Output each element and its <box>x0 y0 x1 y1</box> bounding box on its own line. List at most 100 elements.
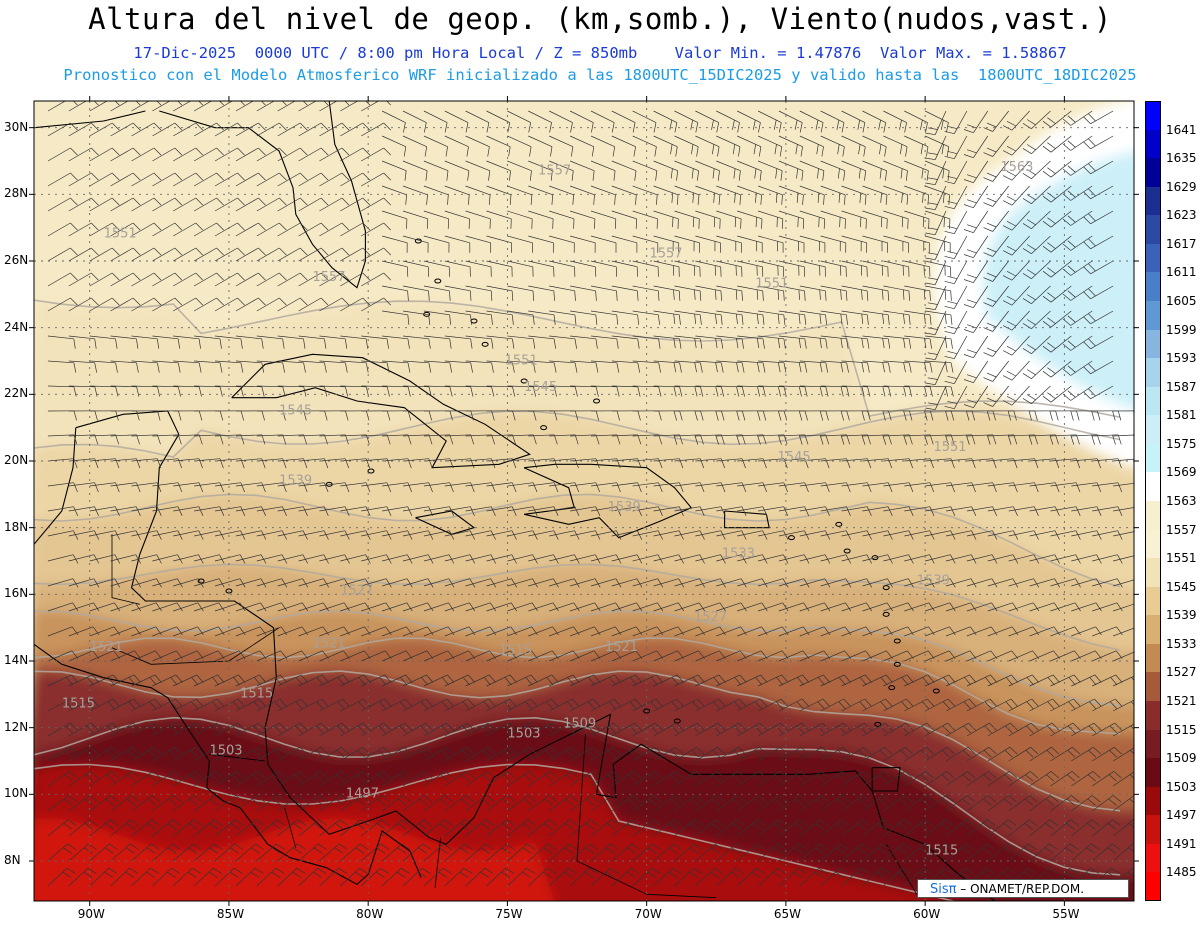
color-scale-label: 1599 <box>1166 322 1197 337</box>
color-scale-swatch <box>1145 872 1161 902</box>
color-scale-swatch <box>1145 586 1161 616</box>
color-scale-swatch <box>1145 243 1161 273</box>
color-scale-label: 1617 <box>1166 236 1197 251</box>
color-scale-swatch <box>1145 186 1161 216</box>
color-scale-label: 1485 <box>1166 865 1197 880</box>
latitude-label: 20N <box>4 453 29 467</box>
contour-label: 1503 <box>507 727 540 742</box>
latitude-label: 24N <box>4 319 29 334</box>
latitude-label: 14N <box>4 653 29 667</box>
color-scale-swatch <box>1145 529 1161 559</box>
color-scale-label: 1569 <box>1166 465 1197 480</box>
valid-time-subtitle: 17-Dic-2025 0000 UTC / 8:00 pm Hora Loca… <box>133 44 1067 62</box>
color-scale-swatch <box>1145 386 1161 416</box>
latitude-label: 28N <box>4 186 29 201</box>
longitude-label: 80W <box>356 907 384 921</box>
contour-label: 1521 <box>90 640 123 655</box>
color-scale-swatch <box>1145 415 1161 445</box>
contour-label: 1515 <box>925 843 958 858</box>
color-scale-label: 1623 <box>1166 208 1197 223</box>
map-canvas[interactable]: 1551 1557 1557 1557 1563 1551 1551 1545 1545 1545… <box>34 101 1134 901</box>
contour-label: 1551 <box>933 440 966 455</box>
latitude-label: 16N <box>4 586 29 601</box>
latitude-label: 12N <box>4 719 29 734</box>
contour-label: 1539 <box>917 573 950 588</box>
map-title: Altura del nivel de geop. (km,somb.), Vi… <box>88 2 1112 36</box>
contour-label: 1551 <box>755 277 788 292</box>
longitude-label: 60W <box>913 907 941 921</box>
color-scale-label: 1629 <box>1166 179 1197 194</box>
longitude-label: 75W <box>495 907 523 921</box>
longitude-label: 70W <box>634 907 662 921</box>
latitude-label: 30N <box>4 119 29 134</box>
color-scale-swatch <box>1145 643 1161 673</box>
latitude-label: 8N <box>4 853 21 867</box>
latitude-label: 22N <box>4 386 29 401</box>
geopotential-shading <box>34 101 1134 901</box>
color-scale-swatch <box>1145 672 1161 702</box>
longitude-label: 85W <box>216 907 245 921</box>
map-panel[interactable]: 1551 1557 1557 1557 1563 1551 1551 1545 1545 1545… <box>34 101 1134 901</box>
model-info-subtitle: Pronostico con el Modelo Atmosferico WRF… <box>63 66 1137 84</box>
contour-label: 1557 <box>312 270 345 285</box>
contour-label: 1527 <box>340 583 373 598</box>
contour-label: 1503 <box>209 743 242 758</box>
color-scale-swatch <box>1145 786 1161 816</box>
contour-label: 1563 <box>1000 160 1033 175</box>
color-scale-label: 1575 <box>1166 436 1197 451</box>
contour-label: 1509 <box>563 717 596 732</box>
color-scale-label: 1521 <box>1166 694 1197 708</box>
color-scale-label: 1587 <box>1166 379 1197 394</box>
color-scale-label: 1605 <box>1166 294 1197 308</box>
longitude-label: 90W <box>77 907 105 921</box>
color-scale-swatch <box>1145 472 1161 502</box>
color-scale-label: 1551 <box>1166 551 1197 566</box>
color-scale-label: 1527 <box>1166 665 1197 680</box>
color-scale-swatch <box>1145 101 1161 131</box>
contour-label: 1545 <box>778 450 811 465</box>
longitude-label: 55W <box>1052 907 1080 921</box>
latitude-label: 18N <box>4 519 29 534</box>
contour-label: 1557 <box>649 247 682 262</box>
color-scale-swatch <box>1145 501 1161 531</box>
contour-label: 1521 <box>605 640 638 655</box>
contour-label: 1515 <box>499 643 532 658</box>
color-scale-swatch <box>1145 158 1161 188</box>
color-scale-label: 1641 <box>1166 122 1197 137</box>
color-scale-label: 1503 <box>1166 779 1197 794</box>
color-scale-swatch <box>1145 443 1161 473</box>
color-scale-label: 1515 <box>1166 722 1197 737</box>
color-scale-label: 1509 <box>1166 751 1197 766</box>
contour-label: 1539 <box>279 473 312 488</box>
color-scale-label: 1557 <box>1166 522 1197 537</box>
color-scale-label: 1611 <box>1166 265 1197 280</box>
contour-label: 1551 <box>104 227 137 242</box>
latitude-label: 26N <box>4 253 29 267</box>
color-scale-swatch <box>1145 729 1161 759</box>
contour-label: 1539 <box>608 500 641 515</box>
contour-label: 1527 <box>694 610 727 625</box>
color-scale-label: 1581 <box>1166 408 1197 423</box>
contour-label: 1545 <box>279 403 312 418</box>
credit-box: Sisπ – ONAMET/REP.DOM. <box>917 879 1129 898</box>
contour-label: 1515 <box>62 697 95 712</box>
color-scale-bar <box>1145 101 1161 902</box>
color-scale-swatch <box>1145 329 1161 359</box>
contour-label: 1497 <box>346 787 379 802</box>
contour-label: 1557 <box>538 163 571 178</box>
contour-label: 1551 <box>505 353 538 368</box>
contour-label: 1521 <box>312 637 345 652</box>
color-scale-swatch <box>1145 758 1161 788</box>
color-scale-label: 1545 <box>1166 579 1197 594</box>
credit-text: – ONAMET/REP.DOM. <box>960 882 1085 896</box>
color-scale-swatch <box>1145 615 1161 645</box>
color-scale-swatch <box>1145 272 1161 302</box>
color-scale-swatch <box>1145 558 1161 588</box>
longitude-label: 65W <box>773 907 802 921</box>
color-scale-swatch <box>1145 301 1161 331</box>
color-scale-label: 1563 <box>1166 494 1197 508</box>
color-scale-swatch <box>1145 129 1161 159</box>
color-scale-swatch <box>1145 843 1161 873</box>
color-scale-swatch <box>1145 215 1161 245</box>
color-scale-label: 1635 <box>1166 151 1197 166</box>
